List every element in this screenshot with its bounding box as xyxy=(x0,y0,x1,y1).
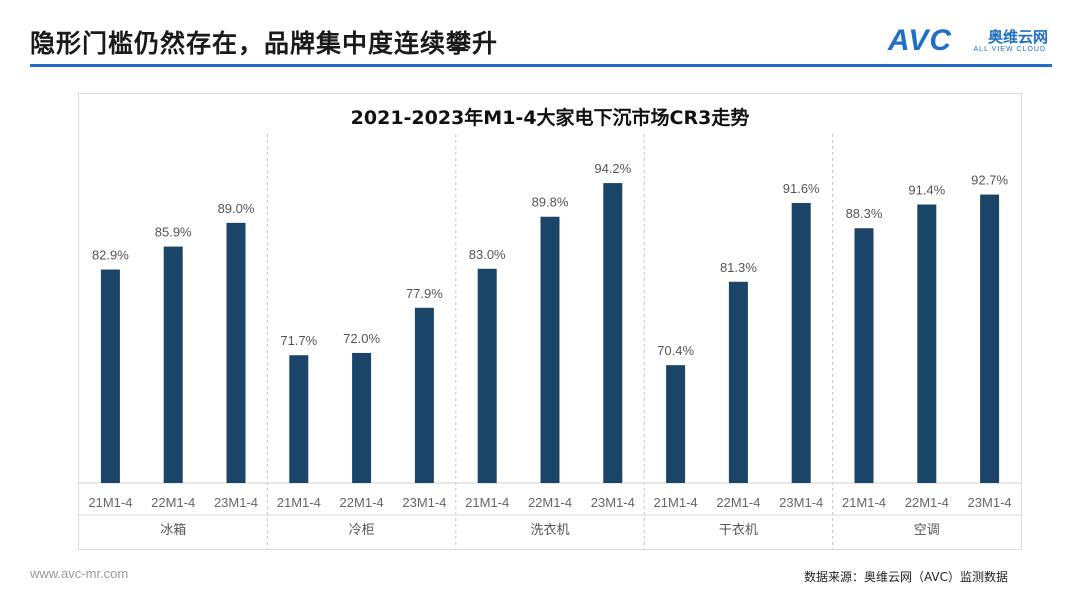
x-tick-label: 22M1-4 xyxy=(151,495,195,510)
x-tick-label: 21M1-4 xyxy=(465,495,509,510)
chart-title: 2021-2023年M1-4大家电下沉市场CR3走势 xyxy=(351,106,750,129)
logo-mark: AVC xyxy=(887,24,952,57)
group-label: 冰箱 xyxy=(160,522,186,538)
bar xyxy=(980,194,1000,484)
group-label: 冷柜 xyxy=(349,523,375,538)
bar xyxy=(100,269,120,483)
x-tick-label: 22M1-4 xyxy=(905,495,949,510)
data-label: 91.6% xyxy=(783,181,820,196)
bar xyxy=(917,204,937,483)
chart-frame: 2021-2023年M1-4大家电下沉市场CR3走势 82.9% 21M1-4 85… xyxy=(78,93,1022,550)
data-source-note: 数据来源：奥维云网（AVC）监测数据 xyxy=(803,570,1008,584)
data-label: 94.2% xyxy=(594,161,631,176)
data-label: 82.9% xyxy=(92,248,129,263)
bar xyxy=(791,202,811,483)
x-tick-label: 23M1-4 xyxy=(591,495,635,510)
bar xyxy=(226,222,246,483)
group-label: 洗衣机 xyxy=(530,522,569,538)
website-link[interactable]: www.avc-mr.com xyxy=(30,566,129,581)
data-label: 81.3% xyxy=(720,260,757,275)
bar xyxy=(854,228,874,483)
group-label: 干衣机 xyxy=(719,522,758,538)
bar xyxy=(414,307,434,483)
data-label: 77.9% xyxy=(406,286,443,301)
data-label: 71.7% xyxy=(280,333,317,348)
data-label: 92.7% xyxy=(971,173,1008,188)
x-tick-label: 23M1-4 xyxy=(968,495,1012,510)
bar xyxy=(666,365,686,483)
bar xyxy=(289,355,309,483)
x-tick-label: 22M1-4 xyxy=(716,495,760,510)
header-divider xyxy=(30,64,1052,67)
data-label: 70.4% xyxy=(657,343,694,358)
data-label: 89.8% xyxy=(532,195,569,210)
data-label: 88.3% xyxy=(846,206,883,221)
group-label: 空调 xyxy=(914,523,940,538)
bar xyxy=(603,183,623,484)
bar xyxy=(163,246,183,483)
page-title: 隐形门槛仍然存在，品牌集中度连续攀升 xyxy=(30,29,499,58)
data-label: 83.0% xyxy=(469,247,506,262)
x-tick-label: 23M1-4 xyxy=(402,495,446,510)
brand-name-cn: 奥维云网 xyxy=(987,28,1048,46)
x-tick-label: 21M1-4 xyxy=(654,495,698,510)
bar xyxy=(477,268,497,483)
data-label: 89.0% xyxy=(218,201,255,216)
bar xyxy=(728,281,748,483)
data-label: 91.4% xyxy=(908,182,945,197)
x-tick-label: 23M1-4 xyxy=(214,495,258,510)
bar xyxy=(540,216,560,483)
cr3-bar-chart: 2021-2023年M1-4大家电下沉市场CR3走势 82.9% 21M1-4 85… xyxy=(79,106,1021,549)
x-tick-label: 22M1-4 xyxy=(528,495,572,510)
x-tick-label: 21M1-4 xyxy=(88,495,132,510)
x-tick-label: 21M1-4 xyxy=(842,495,886,510)
brand-name-en: ALL VIEW CLOUD xyxy=(973,46,1046,53)
bar xyxy=(352,352,372,483)
data-label: 85.9% xyxy=(155,225,192,240)
x-tick-label: 23M1-4 xyxy=(779,495,823,510)
x-tick-label: 22M1-4 xyxy=(340,495,384,510)
data-label: 72.0% xyxy=(343,331,380,346)
x-tick-label: 21M1-4 xyxy=(277,495,321,510)
